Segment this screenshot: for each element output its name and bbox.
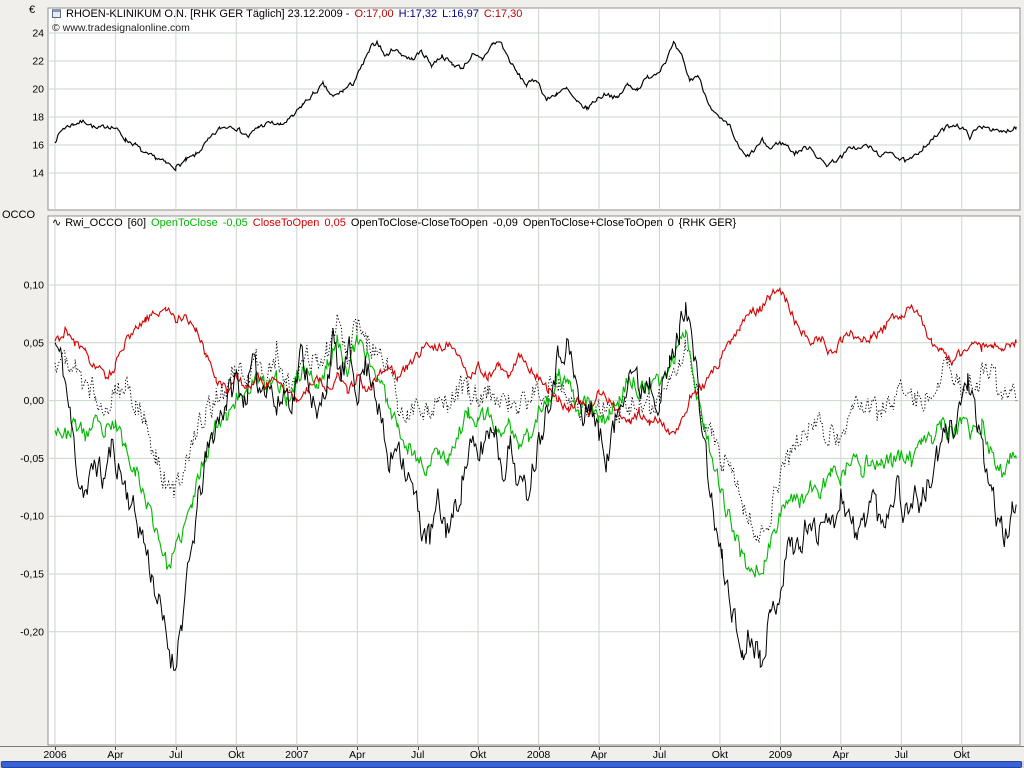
chart-title: RHOEN-KLINIKUM O.N. [RHK GER Täglich] 23… — [66, 8, 350, 20]
legend-item-otc-minus-cto: OpenToClose-CloseToOpen -0,09 — [350, 217, 518, 229]
x-tick-mark — [296, 747, 298, 750]
legend-symbol: {RHK GER} — [678, 217, 737, 229]
y-tick-label: 18 — [32, 112, 44, 124]
open-to-close-plus-close-to-open-line — [54, 313, 1017, 543]
x-tick-mark — [719, 747, 721, 750]
x-tick-label: Okt — [228, 749, 245, 761]
x-tick-mark — [901, 747, 903, 750]
price-chart[interactable]: 24 22 20 18 16 14 — [0, 0, 1024, 213]
chart-header: RHOEN-KLINIKUM O.N. [RHK GER Täglich] 23… — [52, 8, 527, 20]
open-value: O:17,00 — [354, 8, 394, 20]
y-tick-label: 0,10 — [24, 280, 45, 292]
x-tick-mark — [115, 747, 117, 750]
high-value: H:17,32 — [398, 8, 438, 20]
x-tick-mark — [417, 747, 419, 750]
y-tick-label: -0,05 — [20, 453, 44, 465]
watermark: © www.tradesignalonline.com — [52, 22, 190, 34]
close-value: C:17,30 — [483, 8, 523, 20]
horizontal-scrollbar[interactable] — [0, 761, 1024, 768]
y-tick-label: 0,05 — [24, 337, 45, 349]
legend-item-open-to-close: OpenToClose -0,05 — [151, 217, 248, 229]
x-tick-label: Apr — [107, 749, 124, 761]
x-tick-label: 2009 — [768, 749, 793, 761]
x-axis[interactable]: 2006 Apr Jul Okt 2007 Apr Jul Okt 2008 Apr Jul Okt 2… — [0, 746, 1024, 761]
x-tick-label: 2007 — [285, 749, 309, 761]
y-tick-label: 16 — [32, 140, 44, 152]
price-line — [54, 39, 1017, 172]
indicator-name: Rwi_OCCO — [65, 217, 123, 229]
x-tick-mark — [659, 747, 661, 750]
plot-background[interactable] — [47, 215, 1021, 746]
y-tick-label: 0,00 — [24, 395, 45, 407]
x-tick-label: Okt — [711, 749, 729, 761]
x-tick-mark — [478, 747, 480, 750]
x-tick-mark — [780, 747, 782, 750]
x-tick-mark — [961, 747, 963, 750]
plot-background[interactable] — [47, 7, 1021, 211]
x-tick-label: Apr — [349, 749, 366, 761]
x-tick-mark — [538, 747, 540, 750]
x-tick-label: Okt — [953, 749, 970, 761]
x-tick-mark — [175, 747, 177, 750]
oscillator-chart[interactable]: 0,10 0,05 0,00 -0,05 -0,10 -0,15 -0,20 — [0, 213, 1024, 747]
indicator-legend[interactable]: ∿ Rwi_OCCO [60] OpenToClose -0,05 CloseToOpen… — [52, 216, 741, 229]
scrollbar-thumb[interactable] — [1, 761, 1022, 768]
close-to-open-line — [54, 286, 1017, 436]
legend-item-close-to-open: CloseToOpen 0,05 — [252, 217, 346, 229]
price-axis-title: € — [29, 4, 36, 16]
x-tick-mark — [236, 747, 238, 750]
x-tick-label: Jul — [410, 749, 425, 761]
open-to-close-minus-close-to-open-line — [54, 302, 1017, 671]
indicator-icon: ∿ — [52, 217, 62, 229]
x-tick-mark — [55, 747, 56, 750]
x-tick-label: 2006 — [43, 749, 67, 761]
x-tick-mark — [840, 747, 842, 750]
x-tick-mark — [357, 747, 359, 750]
x-tick-label: Okt — [469, 749, 487, 761]
panel-splitter[interactable] — [0, 210, 1024, 216]
y-tick-label: -0,20 — [20, 626, 44, 638]
open-to-close-line — [54, 328, 1017, 578]
legend-item-otc-plus-cto: OpenToClose+CloseToOpen 0 — [522, 217, 674, 229]
y-tick-label: 20 — [32, 84, 44, 96]
chart-window-icon — [52, 9, 61, 18]
y-tick-label: -0,15 — [20, 569, 44, 581]
x-tick-label: Jul — [652, 749, 667, 761]
y-tick-label: 14 — [32, 168, 44, 180]
oscillator-axis-title: OCCO — [2, 209, 35, 221]
y-tick-label: 22 — [32, 56, 44, 68]
x-tick-label: Jul — [169, 749, 183, 761]
x-tick-mark — [599, 747, 600, 750]
x-tick-label: 2008 — [526, 749, 551, 761]
x-tick-label: Apr — [832, 749, 849, 761]
x-tick-label: Apr — [590, 749, 608, 761]
indicator-period: [60] — [127, 217, 147, 229]
y-tick-label: -0,10 — [20, 511, 44, 523]
y-tick-label: 24 — [32, 28, 44, 40]
x-tick-label: Jul — [894, 749, 909, 761]
low-value: L:16,97 — [442, 8, 479, 20]
